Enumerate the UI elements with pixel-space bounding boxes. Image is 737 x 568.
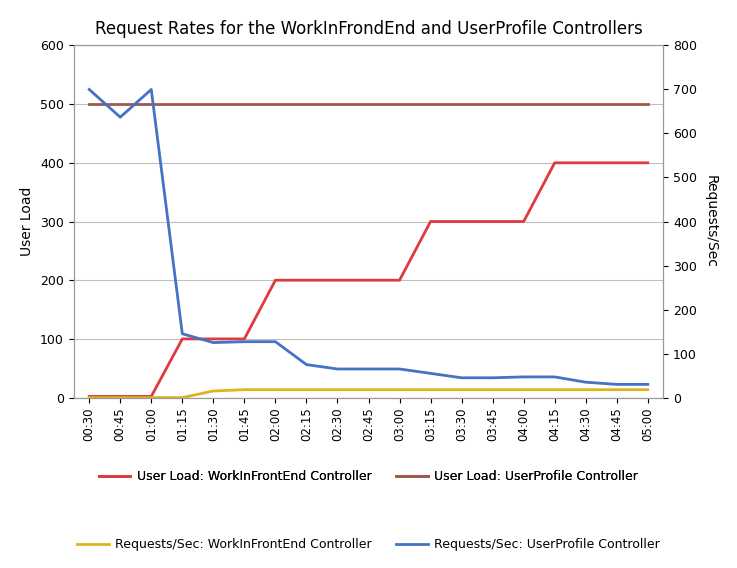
Title: Request Rates for the WorkInFrondEnd and UserProfile Controllers: Request Rates for the WorkInFrondEnd and… bbox=[94, 20, 643, 38]
Y-axis label: Requests/Sec: Requests/Sec bbox=[704, 175, 718, 268]
Legend: Requests/Sec: WorkInFrontEnd Controller, Requests/Sec: UserProfile Controller: Requests/Sec: WorkInFrontEnd Controller,… bbox=[72, 533, 665, 556]
Y-axis label: User Load: User Load bbox=[21, 187, 35, 256]
Legend: User Load: WorkInFrontEnd Controller, User Load: UserProfile Controller: User Load: WorkInFrontEnd Controller, Us… bbox=[94, 465, 643, 488]
